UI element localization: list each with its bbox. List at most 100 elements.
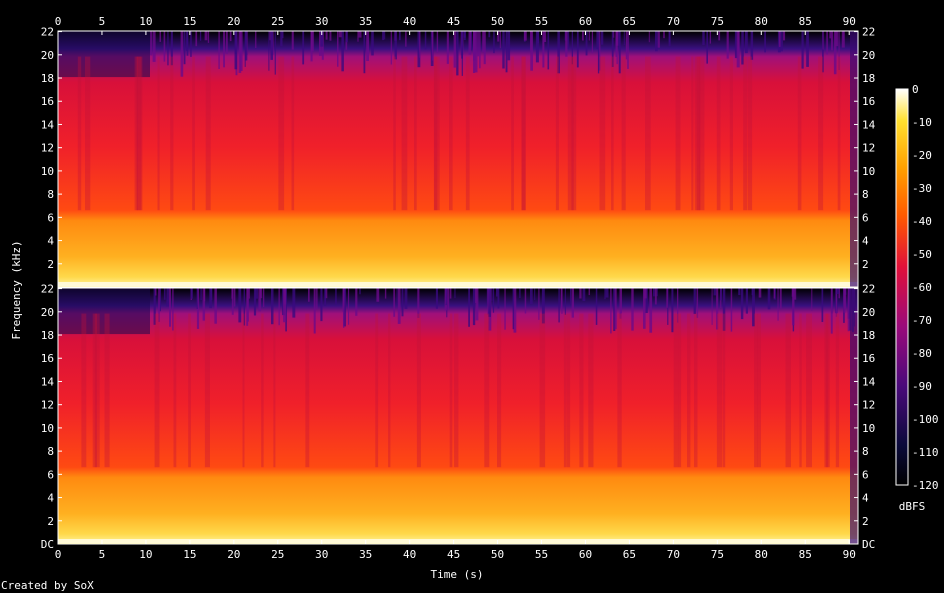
spectral-streak <box>405 31 407 47</box>
spectral-band <box>539 313 546 468</box>
spectral-streak <box>826 31 828 55</box>
spectral-streak <box>159 288 161 312</box>
spectral-streak <box>830 288 833 334</box>
spectral-streak <box>530 31 533 71</box>
spectral-streak <box>325 31 328 40</box>
spectral-band <box>137 56 143 211</box>
x-tick-label-top: 25 <box>271 15 284 28</box>
spectral-streak <box>847 288 850 332</box>
spectral-streak <box>773 288 775 299</box>
spectral-band <box>716 313 722 468</box>
spectral-streak <box>579 288 582 299</box>
plot-frame-1 <box>57 30 859 288</box>
spectral-streak <box>838 31 840 70</box>
spectral-streak <box>324 288 327 306</box>
spectral-streak <box>745 288 748 314</box>
spectral-streak <box>335 288 337 305</box>
x-tick-label-top: 35 <box>359 15 372 28</box>
spectral-band <box>675 56 681 211</box>
spectral-streak <box>341 31 344 72</box>
spectral-streak <box>454 288 456 299</box>
spectral-streak <box>396 288 398 305</box>
spectral-streak <box>292 288 296 318</box>
spectral-streak <box>734 31 738 59</box>
spectral-streak <box>313 288 316 334</box>
low-energy-region <box>58 288 150 335</box>
spectral-band <box>261 313 264 468</box>
spectral-band <box>588 313 594 468</box>
spectral-streak <box>777 288 779 321</box>
spectral-streak <box>417 31 421 68</box>
spectral-band <box>825 313 830 468</box>
spectral-streak <box>654 288 657 305</box>
spectral-streak <box>738 288 741 296</box>
x-tick-label-top: 40 <box>403 15 416 28</box>
y-tick-label-right: 20 <box>862 49 875 62</box>
spectral-band <box>722 313 726 468</box>
spectral-band <box>617 313 622 468</box>
y-tick-label-right: 6 <box>862 211 869 224</box>
spectral-streak <box>530 31 532 51</box>
spectral-streak <box>229 31 232 42</box>
spectral-streak <box>234 31 237 55</box>
spectral-band <box>104 313 110 468</box>
spectral-streak <box>281 31 284 39</box>
x-tick-label-top: 20 <box>227 15 240 28</box>
spectral-streak <box>614 288 617 330</box>
spectral-streak <box>152 31 156 62</box>
spectral-band <box>694 313 698 468</box>
spectral-streak <box>488 31 491 38</box>
y-tick-label-right: 14 <box>862 118 876 131</box>
spectral-streak <box>613 288 616 331</box>
spectral-streak <box>597 31 600 74</box>
x-tick-label-bottom: 80 <box>755 548 768 561</box>
dc-band <box>58 539 858 543</box>
spectral-streak <box>663 31 665 39</box>
x-tick-label-top: 10 <box>139 15 152 28</box>
y-tick-label-right: 12 <box>862 399 875 412</box>
spectral-streak <box>196 288 200 329</box>
spectral-band <box>497 313 502 468</box>
spectral-streak <box>468 31 472 55</box>
spectral-streak <box>390 31 392 65</box>
spectral-streak <box>502 31 505 69</box>
spectral-streak <box>401 288 404 317</box>
y-tick-label-left: 2 <box>47 515 54 528</box>
spectral-band <box>484 313 490 468</box>
y-tick-label-left: 18 <box>41 72 54 85</box>
spectral-streak <box>263 288 265 308</box>
spectral-streak <box>534 288 536 300</box>
spectral-streak <box>190 288 193 299</box>
x-tick-label-bottom: 90 <box>843 548 856 561</box>
spectral-streak <box>453 31 456 68</box>
spectral-streak <box>320 288 323 322</box>
spectral-band <box>797 56 802 211</box>
x-tick-label-bottom: 70 <box>667 548 680 561</box>
y-tick-label-left: 6 <box>47 211 54 224</box>
spectral-streak <box>830 31 834 51</box>
spectral-streak <box>159 31 161 42</box>
spectral-streak <box>535 31 539 63</box>
spectral-band <box>192 56 195 211</box>
spectral-streak <box>200 288 202 301</box>
spectral-streak <box>751 288 753 296</box>
spectral-band <box>154 313 160 468</box>
spectral-streak <box>491 288 493 301</box>
spectral-streak <box>619 288 622 319</box>
colorbar-tick-label: 0 <box>912 83 919 96</box>
spectral-streak <box>366 31 369 61</box>
y-tick-label-left: 4 <box>47 492 54 505</box>
spectral-streak <box>576 31 579 68</box>
spectral-streak <box>238 288 242 323</box>
spectral-band <box>579 313 584 468</box>
spectral-streak <box>722 288 726 331</box>
spectral-streak <box>363 31 366 74</box>
spectral-band <box>291 56 295 211</box>
spectral-streak <box>571 31 573 65</box>
spectral-streak <box>461 31 463 76</box>
spectral-streak <box>750 31 754 60</box>
spectral-streak <box>512 288 515 330</box>
spectral-streak <box>547 31 550 70</box>
spectral-band <box>645 56 651 211</box>
x-tick-label-bottom: 60 <box>579 548 592 561</box>
